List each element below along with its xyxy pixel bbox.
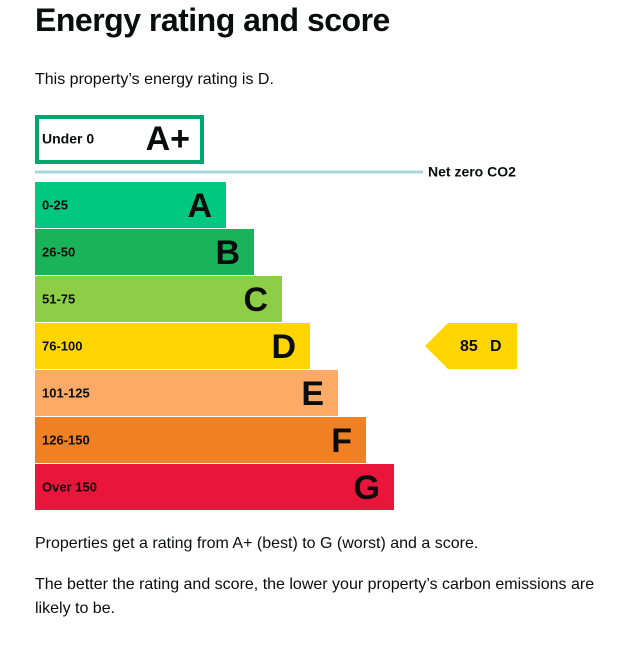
band-range: 126-150 xyxy=(42,432,90,447)
band-letter: B xyxy=(215,234,240,272)
current-letter: D xyxy=(490,338,502,355)
paragraph: The better the rating and score, the low… xyxy=(35,576,595,617)
net-zero-label: Net zero CO2 xyxy=(428,164,516,180)
band-letter: C xyxy=(243,281,268,319)
band-letter: F xyxy=(331,422,352,460)
band-letter: A+ xyxy=(146,120,190,158)
band xyxy=(35,276,282,322)
band-range: Under 0 xyxy=(42,131,94,147)
current-rating-arrow xyxy=(425,323,517,369)
band xyxy=(35,370,338,416)
heading: Energy rating and score xyxy=(35,2,390,38)
band-letter: D xyxy=(271,328,296,366)
band-range: 76-100 xyxy=(42,338,82,353)
band xyxy=(35,464,394,510)
band-range: Over 150 xyxy=(42,479,97,494)
band-letter: G xyxy=(354,469,380,507)
current-score: 85 xyxy=(460,338,478,355)
band xyxy=(35,229,254,275)
paragraph: Properties get a rating from A+ (best) t… xyxy=(35,535,479,552)
intro: This property’s energy rating is D. xyxy=(35,71,274,88)
band xyxy=(35,182,226,228)
top-band xyxy=(35,115,204,164)
band-range: 26-50 xyxy=(42,244,75,259)
band-range: 0-25 xyxy=(42,197,68,212)
band xyxy=(35,417,366,463)
band-letter: A xyxy=(187,187,212,225)
band-range: 101-125 xyxy=(42,385,90,400)
rating-chart: Under 0 A+ Net zero CO2 0-25 A 26-50 B 51-75 C 76… xyxy=(35,115,517,510)
band-letter: E xyxy=(301,375,324,413)
band xyxy=(35,323,310,369)
band-range: 51-75 xyxy=(42,291,75,306)
